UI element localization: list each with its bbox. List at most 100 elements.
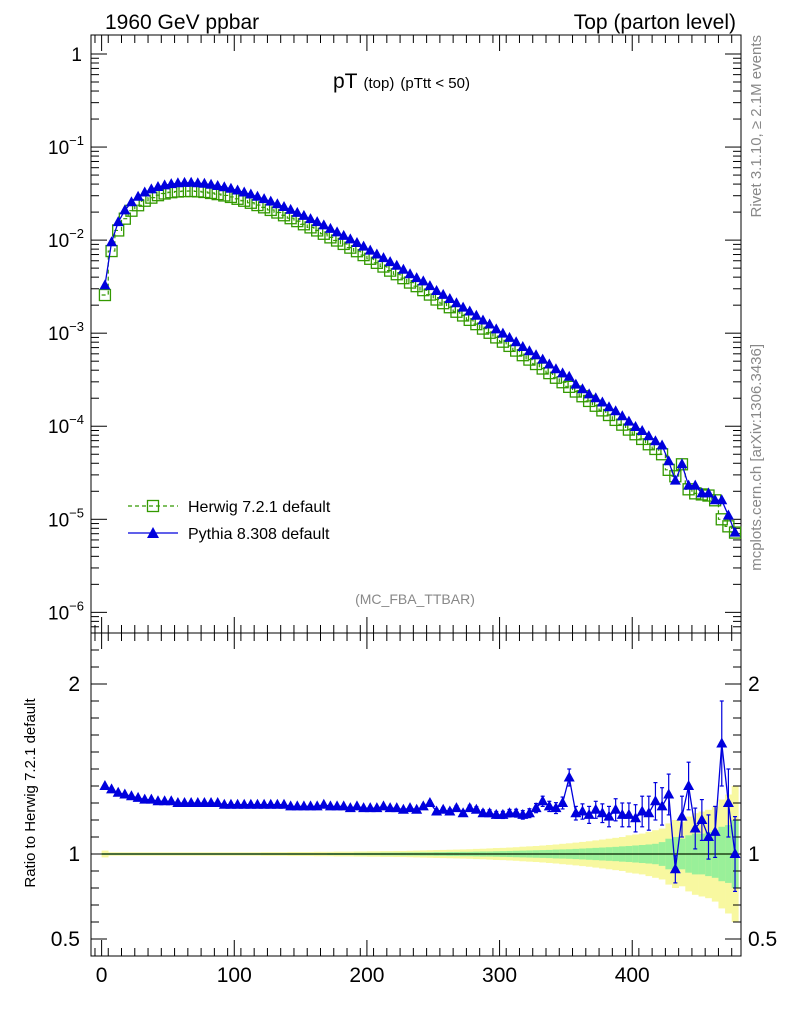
pythia-point [689, 479, 701, 490]
pythia-point [563, 370, 575, 381]
pythia-point [404, 268, 416, 279]
pythia-point [669, 474, 681, 485]
top-y-tick-base: 10 [48, 417, 69, 438]
pythia-point [338, 229, 350, 240]
top-y-tick-base: 10 [48, 324, 69, 345]
pythia-point [225, 182, 237, 193]
x-tick-label: 100 [217, 964, 252, 987]
pythia-point [378, 252, 389, 263]
pythia-point [616, 410, 628, 421]
pythia-point [371, 248, 383, 259]
pythia-point [464, 305, 476, 316]
ratio-y-tick-label: 1 [68, 843, 80, 866]
pythia-point [722, 509, 734, 520]
pythia-ratio-point [106, 783, 118, 794]
pythia-point [291, 206, 303, 217]
herwig-point [98, 288, 112, 302]
pythia-point [649, 435, 661, 446]
pythia-ratio-point [663, 788, 675, 799]
pythia-ratio-point [563, 771, 575, 782]
top-y-tick-exp: −1 [69, 133, 84, 148]
pythia-point [344, 233, 356, 244]
top-y-tick-exp: −3 [69, 319, 84, 334]
pythia-ratio-point [444, 805, 456, 816]
pythia-ratio-point [132, 791, 144, 802]
pythia-ratio-point [417, 800, 429, 811]
pythia-point [603, 401, 615, 412]
pythia-point [470, 309, 482, 320]
pythia-point [278, 200, 290, 211]
herwig-series-top [98, 184, 742, 539]
pythia-point [596, 396, 608, 407]
legend-herwig-marker [146, 499, 160, 513]
legend-pythia-marker [147, 527, 159, 538]
pythia-point [417, 275, 429, 286]
plot-title-sub2: (pTtt < 50) [400, 75, 470, 92]
pythia-ratio-point [590, 803, 602, 814]
top-y-tick-label: 10−5 [48, 505, 84, 531]
pythia-point [431, 284, 443, 295]
legend-herwig-label: Herwig 7.2.1 default [188, 499, 331, 516]
pythia-point [457, 301, 469, 312]
pythia-ratio-point [278, 798, 290, 809]
pythia-ratio-point [603, 810, 615, 821]
top-y-tick-label: 10−6 [48, 598, 84, 624]
pythia-point [497, 327, 509, 338]
pythia-point [305, 213, 317, 224]
ratio-y-tick-label-right: 2 [748, 673, 760, 696]
pythia-ratio-point [557, 797, 569, 807]
pythia-point [484, 318, 496, 329]
top-y-tick-label: 10−2 [48, 226, 84, 252]
pythia-ratio-point [404, 802, 416, 813]
pythia-ratio-point [669, 863, 681, 874]
ratio-y-tick-label-right: 1 [748, 843, 760, 866]
pythia-ratio-point [703, 831, 714, 841]
plot-title-sub1: (top) [364, 75, 395, 92]
pythia-point [590, 392, 602, 403]
pythia-point [271, 198, 283, 209]
ratio-y-tick-label: 2 [68, 673, 80, 696]
top-panel-frame [90, 34, 742, 634]
rivet-label: Rivet 3.1.10, ≥ 2.1M events [748, 35, 765, 218]
pythia-point [106, 236, 118, 247]
pythia-point [424, 280, 436, 291]
pythia-ratio-point [576, 805, 588, 816]
pythia-point [358, 240, 370, 251]
pythia-point [444, 292, 456, 303]
ratio-y-tick-label: 0.5 [51, 928, 80, 951]
pythia-point [198, 177, 210, 188]
top-y-tick-base: 10 [48, 603, 69, 624]
pythia-ratio-point [523, 807, 535, 818]
pythia-point [537, 353, 549, 364]
top-y-tick-exp: −4 [69, 412, 84, 427]
pythia-point [523, 345, 535, 356]
pythia-point [298, 209, 310, 220]
pythia-point [391, 259, 403, 270]
pythia-point [630, 421, 642, 432]
pythia-point [530, 349, 542, 360]
analysis-label: (MC_FBA_TTBAR) [355, 591, 475, 607]
pythia-point [192, 177, 204, 188]
header-right: Top (parton level) [574, 11, 736, 34]
pythia-line [104, 182, 736, 533]
herwig-point [722, 520, 735, 533]
pythia-ratio-point [722, 797, 734, 807]
pythia-point [411, 272, 423, 283]
pythia-ratio-point [470, 803, 482, 814]
pythia-point [397, 263, 409, 274]
pythia-ratio-point [583, 808, 595, 819]
pythia-point [517, 341, 529, 352]
pythia-point [205, 178, 217, 189]
pythia-point [557, 367, 569, 378]
pythia-point [716, 494, 728, 505]
pythia-point [510, 336, 522, 347]
x-tick-label: 200 [349, 964, 384, 987]
pythia-point [663, 455, 675, 466]
pythia-point [364, 244, 376, 255]
x-tick-label: 300 [482, 964, 517, 987]
pythia-ratio-point [99, 780, 111, 790]
x-tick-label: 0 [96, 964, 108, 987]
legend-pythia-label: Pythia 8.308 default [188, 526, 330, 543]
pythia-point [351, 237, 363, 248]
ratio-series [99, 700, 741, 893]
